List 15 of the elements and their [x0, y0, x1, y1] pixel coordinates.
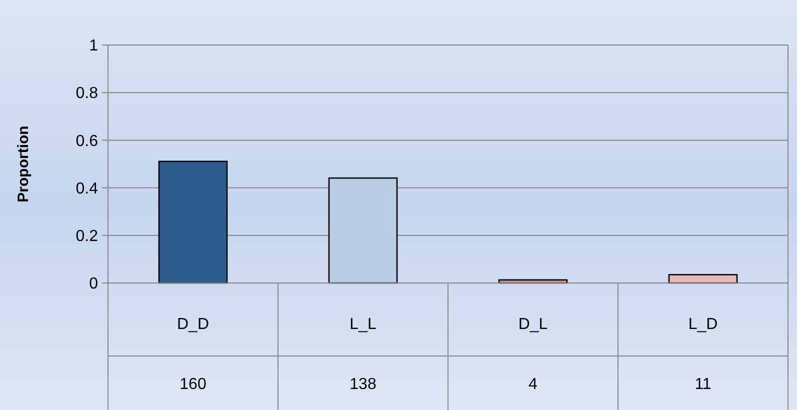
- y-tick-label: 0.4: [76, 180, 98, 198]
- text: 11: [694, 376, 712, 393]
- y-tick-label: 0.8: [76, 85, 98, 102]
- y-tick-label: 0.2: [76, 228, 98, 245]
- y-axis-title: Proportion: [15, 126, 32, 202]
- text: 4: [528, 376, 538, 393]
- x-tick-label: D_L: [518, 316, 548, 333]
- y-tick-label: 0.6: [76, 132, 98, 150]
- x-tick-label: L_L: [350, 316, 376, 333]
- y-tick-label: 0: [89, 276, 98, 293]
- text: 160: [180, 376, 206, 393]
- text: 138: [350, 376, 376, 393]
- x-tick-label: D_D: [176, 316, 210, 333]
- x-tick-label: L_D: [688, 316, 718, 333]
- y-tick-label: 1: [89, 38, 98, 55]
